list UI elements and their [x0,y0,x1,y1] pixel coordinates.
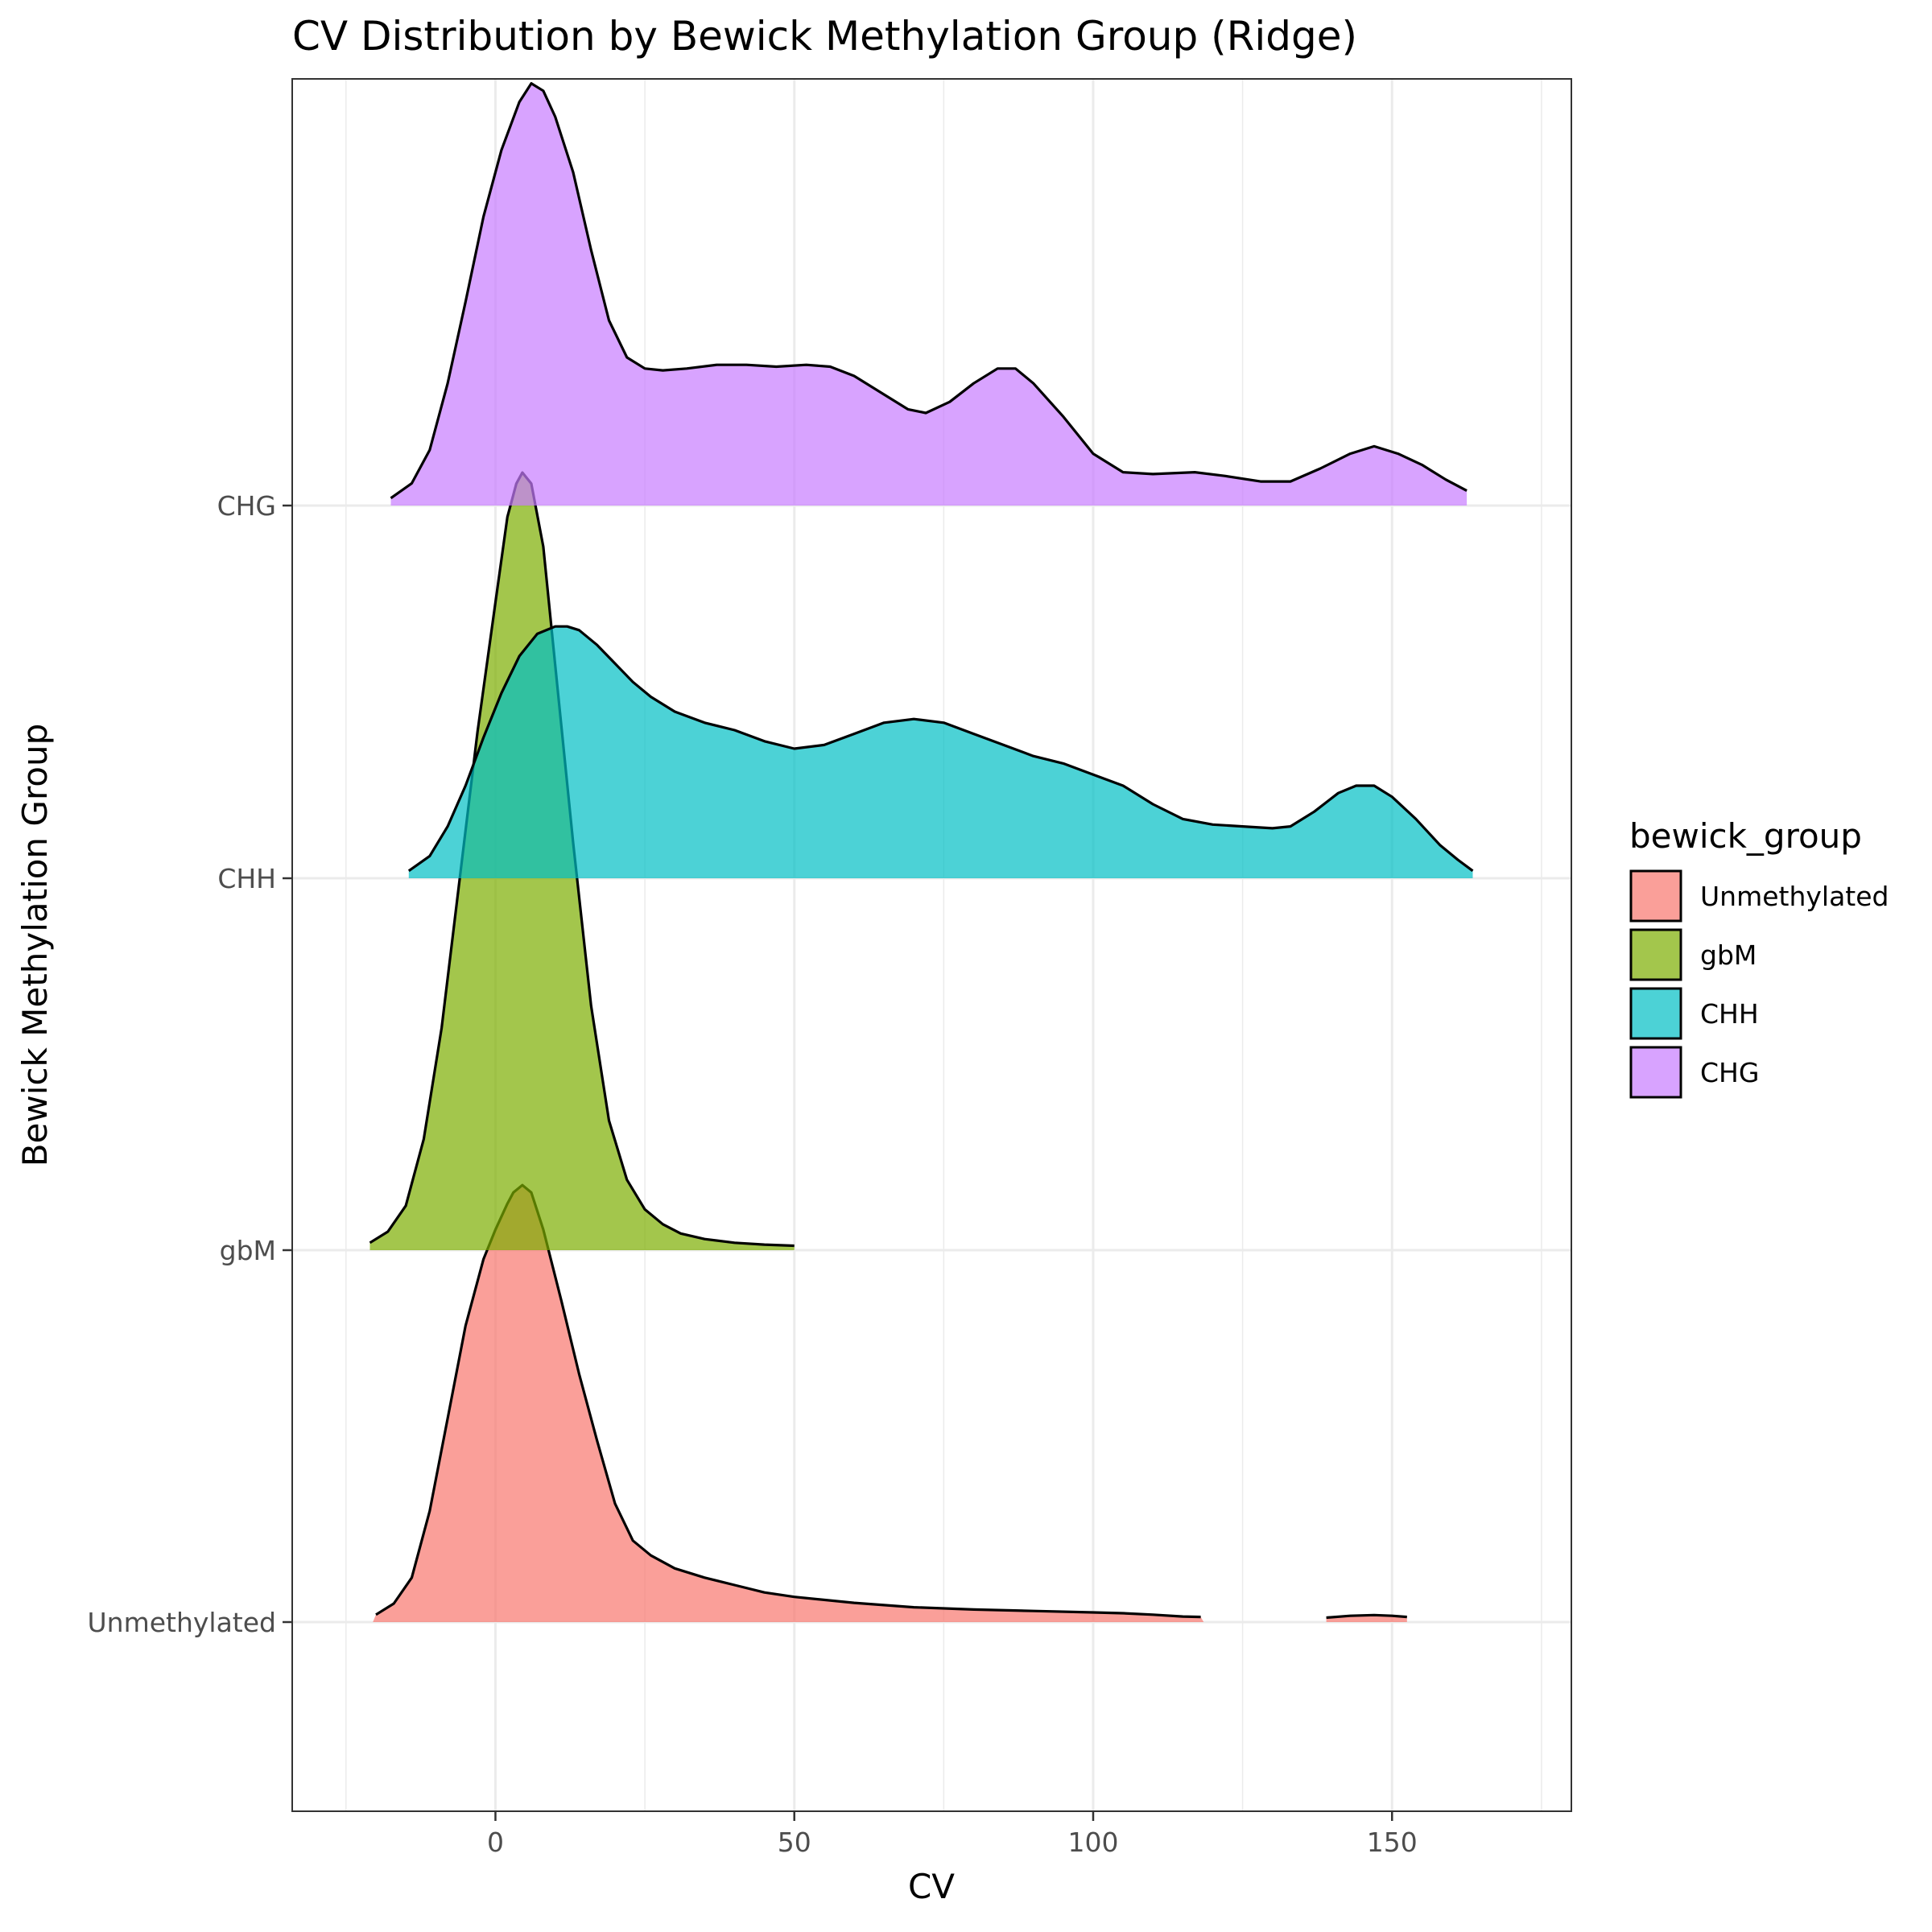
legend-swatch [1629,928,1682,981]
panel-border [291,78,1572,1812]
legend-swatch [1629,1046,1682,1099]
x-axis: 0 50 100 150 [487,1811,1418,1858]
ridge-outline [369,471,795,1248]
legend-swatch [1629,987,1682,1040]
legend-label: Unmethylated [1700,881,1889,912]
x-tick-label: 0 [487,1827,504,1858]
ridge-outline [390,82,1468,500]
ridge-fill [408,626,1473,878]
legend-label: CHG [1700,1057,1759,1088]
legend-label: gbM [1700,939,1757,971]
ridge-outline [375,1183,1201,1619]
y-tick-label: Unmethylated [88,1607,276,1638]
ridge-fill [373,1185,1204,1622]
ridge-fill [390,83,1468,506]
ridge-curves [369,82,1474,1622]
ridge-fill [369,473,795,1250]
x-tick-label: 50 [778,1827,811,1858]
legend-title: bewick_group [1629,816,1862,856]
legend-swatch [1629,869,1682,923]
legend-label: CHH [1700,998,1759,1030]
y-tick-label: CHG [217,490,276,522]
legend: bewick_group Unmethylated gbM CHH CHG [1629,816,1889,1099]
ridge-gbm [369,471,795,1250]
x-axis-title: CV [908,1867,955,1906]
ridge-chh [407,625,1474,878]
y-axis: Unmethylated gbM CHH CHG [88,490,292,1638]
y-tick-label: CHH [217,863,276,894]
y-axis-title: Bewick Methylation Group [15,724,55,1167]
chart-title: CV Distribution by Bewick Methylation Gr… [292,13,1357,60]
ridge-outline [407,625,1474,873]
ridge-outline [1326,1613,1407,1620]
ridge-chg [390,82,1468,506]
y-tick-label: gbM [220,1235,276,1266]
x-tick-label: 100 [1067,1827,1118,1858]
x-tick-label: 150 [1367,1827,1418,1858]
ridge-unmethylated [373,1183,1407,1622]
